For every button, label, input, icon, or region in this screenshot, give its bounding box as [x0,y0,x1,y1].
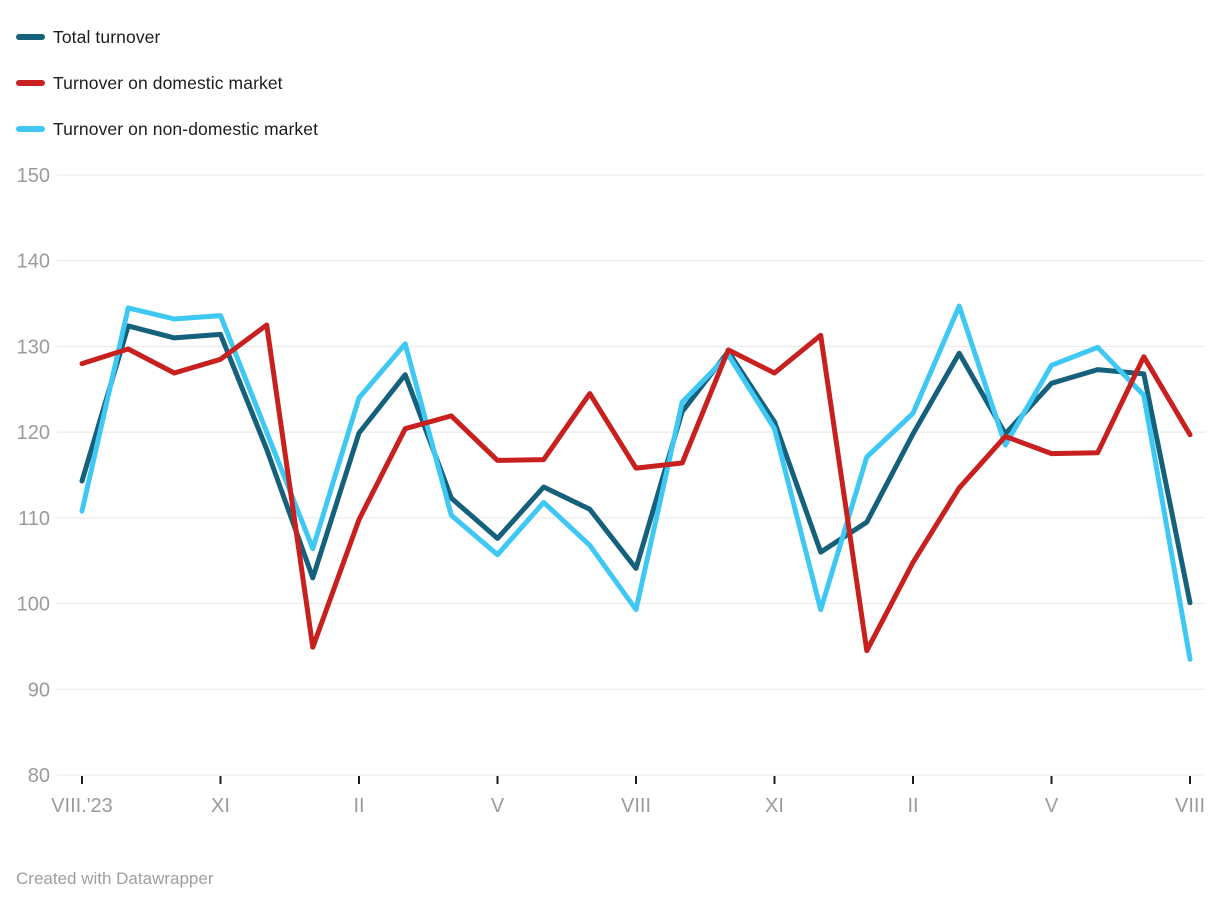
y-tick-label: 150 [17,165,50,187]
legend-label-nondomestic: Turnover on non-domestic market [53,118,319,139]
x-tick-label: XI [211,795,230,817]
y-tick-label: 90 [28,679,50,701]
legend-swatch-domestic-icon [16,80,45,86]
legend-label-domestic: Turnover on domestic market [53,72,283,93]
x-tick-label: II [353,795,364,817]
x-tick-label: VIII [621,795,651,817]
x-tick-label: VIII [1175,795,1205,817]
legend-swatch-total-icon [16,34,45,40]
legend: Total turnover Turnover on domestic mark… [16,14,318,152]
y-tick-label: 80 [28,765,50,787]
y-tick-label: 110 [18,508,50,530]
x-tick-label: VIII.'23 [51,795,113,817]
series-line-domestic [79,322,1193,654]
x-tick-label: V [1045,795,1059,817]
legend-item-nondomestic: Turnover on non-domestic market [16,106,318,152]
legend-swatch-nondomestic-icon [16,126,45,132]
x-tick-label: V [491,795,505,817]
y-tick-label: 140 [17,251,50,273]
y-tick-label: 130 [17,336,50,358]
legend-label-total: Total turnover [53,26,161,47]
y-tick-label: 120 [17,422,50,444]
series-line-total [79,323,1193,606]
x-tick-label: XI [765,795,784,817]
y-tick-label: 100 [17,594,50,616]
attribution-text: Created with Datawrapper [16,869,214,888]
legend-item-total: Total turnover [16,14,318,60]
x-tick-label: II [907,795,918,817]
legend-item-domestic: Turnover on domestic market [16,60,318,106]
series-line-nondomestic [79,303,1193,662]
